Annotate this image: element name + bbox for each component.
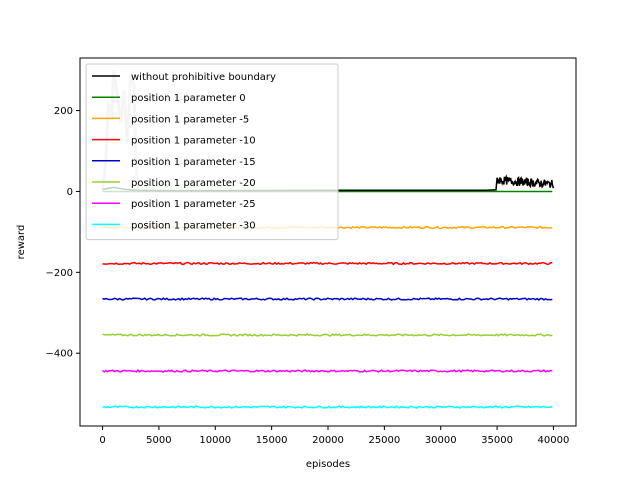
legend-label: without prohibitive boundary (131, 72, 276, 83)
legend: without prohibitive boundary position 1 p… (85, 63, 339, 241)
y-axis-label: reward (16, 225, 27, 260)
x-tick-label: 20000 (312, 435, 344, 446)
x-tick-label: 40000 (538, 435, 570, 446)
series-line-0 (102, 174, 555, 192)
series-line-6 (102, 369, 553, 373)
legend-label: position 1 parameter -25 (131, 199, 256, 210)
legend-label: position 1 parameter -15 (131, 157, 256, 168)
x-tick-label: 15000 (256, 435, 288, 446)
x-tick-label: 10000 (199, 435, 231, 446)
legend-label: position 1 parameter 0 (131, 93, 246, 104)
x-axis-label: episodes (306, 459, 350, 470)
series-line-3 (102, 261, 553, 266)
x-tick-label: 35000 (481, 435, 513, 446)
series-line-7 (102, 405, 553, 409)
y-tick-label: 0 (67, 187, 73, 198)
x-tick-label: 30000 (425, 435, 457, 446)
x-tick-label: 5000 (146, 435, 171, 446)
legend-label: position 1 parameter -5 (131, 114, 249, 125)
legend-box (85, 63, 339, 241)
legend-label: position 1 parameter -20 (131, 178, 256, 189)
series-line-5 (102, 333, 553, 337)
y-tick-label: −200 (46, 268, 73, 279)
legend-label: position 1 parameter -10 (131, 136, 256, 147)
y-tick-label: 200 (54, 106, 73, 117)
y-tick-label: −400 (46, 349, 73, 360)
x-tick-label: 0 (99, 435, 105, 446)
series-line-4 (102, 297, 553, 301)
x-tick-label: 25000 (368, 435, 400, 446)
legend-label: position 1 parameter -30 (131, 220, 256, 231)
